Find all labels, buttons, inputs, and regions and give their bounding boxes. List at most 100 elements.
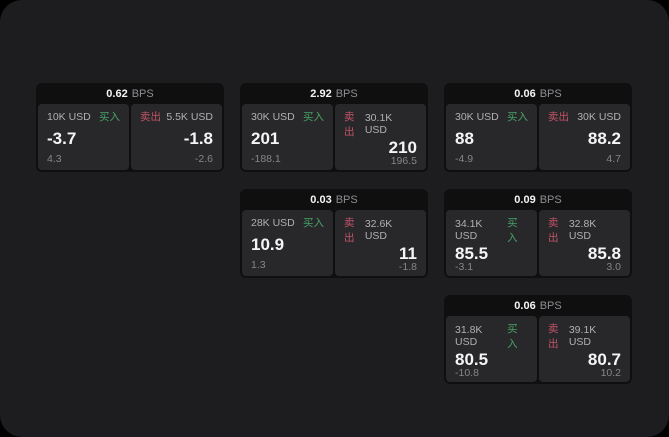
spread-value: 0.03 xyxy=(310,193,332,206)
spread-header: 0.62 BPS xyxy=(38,83,222,104)
sell-price: 11 xyxy=(399,244,417,263)
sell-sub-value: 3.0 xyxy=(606,261,621,273)
sell-amount: 30K USD xyxy=(577,110,621,123)
sell-panel[interactable]: 卖出 30.1K USD 210 196.5 xyxy=(335,104,426,170)
sell-amount: 32.6K USD xyxy=(364,218,393,242)
buy-panel-header: 30K USD 买入 xyxy=(455,109,528,124)
buy-panel[interactable]: 30K USD 买入 88 -4.9 xyxy=(446,104,537,170)
spread-header: 0.09 BPS xyxy=(446,189,630,210)
buy-price: 201 xyxy=(251,129,280,149)
spread-unit: BPS xyxy=(335,193,358,206)
sell-panel[interactable]: 卖出 5.5K USD -1.8 -2.6 xyxy=(131,104,222,170)
sell-panel-header: 卖出 5.5K USD xyxy=(140,109,213,124)
sell-price: 88.2 xyxy=(587,129,621,149)
quote-cards-grid: 0.62 BPS 10K USD 买入 -3.7 4.3 卖出 5.5K USD… xyxy=(36,83,632,384)
buy-panel[interactable]: 10K USD 买入 -3.7 4.3 xyxy=(38,104,129,170)
buy-panel[interactable]: 34.1K USD 买入 85.5 -3.1 xyxy=(446,210,537,276)
spread-unit: BPS xyxy=(539,87,562,100)
spread-value: 0.09 xyxy=(514,193,536,206)
buy-price: 85.5 xyxy=(455,244,489,263)
sell-panel[interactable]: 卖出 32.6K USD 11 -1.8 xyxy=(335,210,426,276)
buy-panel-header: 34.1K USD 买入 xyxy=(455,215,528,245)
sell-panel-header: 卖出 30.1K USD xyxy=(344,109,417,139)
spread-value: 0.06 xyxy=(514,87,536,100)
spread-unit: BPS xyxy=(335,87,358,100)
buy-sub-value: -188.1 xyxy=(251,152,281,165)
sell-tag: 卖出 xyxy=(344,111,355,138)
buy-tag: 买入 xyxy=(507,217,518,244)
sell-amount: 30.1K USD xyxy=(364,112,393,136)
buy-tag: 买入 xyxy=(99,111,120,123)
buy-amount: 30K USD xyxy=(455,110,499,123)
sell-amount: 32.8K USD xyxy=(568,218,597,242)
sell-price: 210 xyxy=(388,138,417,157)
spread-header: 2.92 BPS xyxy=(242,83,426,104)
sell-tag: 卖出 xyxy=(548,111,569,123)
buy-panel[interactable]: 31.8K USD 买入 80.5 -10.8 xyxy=(446,316,537,382)
sell-price: 80.7 xyxy=(587,350,621,369)
spread-header: 0.06 BPS xyxy=(446,83,630,104)
buy-sub-value: -10.8 xyxy=(455,367,479,379)
quote-body: 30K USD 买入 88 -4.9 卖出 30K USD 88.2 4.7 xyxy=(446,104,630,170)
buy-amount: 31.8K USD xyxy=(455,324,483,348)
quote-card: 0.06 BPS 31.8K USD 买入 80.5 -10.8 卖出 39.1… xyxy=(444,295,632,384)
buy-sub-value: 4.3 xyxy=(47,152,62,165)
sell-panel[interactable]: 卖出 30K USD 88.2 4.7 xyxy=(539,104,630,170)
quote-body: 31.8K USD 买入 80.5 -10.8 卖出 39.1K USD 80.… xyxy=(446,316,630,382)
spread-value: 0.62 xyxy=(106,87,128,100)
sell-tag: 卖出 xyxy=(548,217,559,244)
sell-panel[interactable]: 卖出 39.1K USD 80.7 10.2 xyxy=(539,316,630,382)
quote-body: 28K USD 买入 10.9 1.3 卖出 32.6K USD 11 -1.8 xyxy=(242,210,426,276)
spread-header: 0.06 BPS xyxy=(446,295,630,316)
sell-panel-header: 卖出 39.1K USD xyxy=(548,321,621,351)
buy-amount: 34.1K USD xyxy=(455,218,483,242)
buy-tag: 买入 xyxy=(507,323,518,350)
quote-card: 0.03 BPS 28K USD 买入 10.9 1.3 卖出 32.6K US… xyxy=(240,189,428,278)
spread-unit: BPS xyxy=(539,193,562,206)
sell-sub-value: -1.8 xyxy=(398,261,417,273)
sell-price: -1.8 xyxy=(183,129,213,149)
sell-price: 85.8 xyxy=(587,244,621,263)
spread-value: 2.92 xyxy=(310,87,332,100)
spread-value: 0.06 xyxy=(514,299,536,312)
spread-header: 0.03 BPS xyxy=(242,189,426,210)
quote-body: 34.1K USD 买入 85.5 -3.1 卖出 32.8K USD 85.8… xyxy=(446,210,630,276)
buy-sub-value: -4.9 xyxy=(455,152,474,165)
buy-panel-header: 31.8K USD 买入 xyxy=(455,321,528,351)
sell-amount: 5.5K USD xyxy=(166,110,213,123)
buy-tag: 买入 xyxy=(303,217,324,229)
sell-amount: 39.1K USD xyxy=(568,324,597,348)
quote-card: 0.62 BPS 10K USD 买入 -3.7 4.3 卖出 5.5K USD… xyxy=(36,83,224,172)
buy-price: 88 xyxy=(455,129,474,149)
buy-panel[interactable]: 30K USD 买入 201 -188.1 xyxy=(242,104,333,170)
quote-card: 0.09 BPS 34.1K USD 买入 85.5 -3.1 卖出 32.8K… xyxy=(444,189,632,278)
spread-unit: BPS xyxy=(131,87,154,100)
quote-body: 30K USD 买入 201 -188.1 卖出 30.1K USD 210 1… xyxy=(242,104,426,170)
sell-sub-value: 196.5 xyxy=(390,155,417,167)
sell-tag: 卖出 xyxy=(140,111,161,123)
buy-sub-value: 1.3 xyxy=(251,258,266,271)
buy-amount: 28K USD xyxy=(251,216,295,229)
sell-panel[interactable]: 卖出 32.8K USD 85.8 3.0 xyxy=(539,210,630,276)
sell-sub-value: -2.6 xyxy=(194,152,213,165)
sell-tag: 卖出 xyxy=(344,217,355,244)
spread-unit: BPS xyxy=(539,299,562,312)
sell-panel-header: 卖出 32.6K USD xyxy=(344,215,417,245)
sell-tag: 卖出 xyxy=(548,323,559,350)
sell-sub-value: 4.7 xyxy=(606,152,621,165)
buy-price: 10.9 xyxy=(251,235,285,255)
buy-tag: 买入 xyxy=(507,111,528,123)
buy-amount: 10K USD xyxy=(47,110,91,123)
buy-price: -3.7 xyxy=(47,129,77,149)
buy-sub-value: -3.1 xyxy=(455,261,474,273)
quote-card: 0.06 BPS 30K USD 买入 88 -4.9 卖出 30K USD 8… xyxy=(444,83,632,172)
buy-panel-header: 30K USD 买入 xyxy=(251,109,324,124)
quote-body: 10K USD 买入 -3.7 4.3 卖出 5.5K USD -1.8 -2.… xyxy=(38,104,222,170)
buy-panel-header: 10K USD 买入 xyxy=(47,109,120,124)
buy-panel[interactable]: 28K USD 买入 10.9 1.3 xyxy=(242,210,333,276)
buy-panel-header: 28K USD 买入 xyxy=(251,215,324,230)
buy-amount: 30K USD xyxy=(251,110,295,123)
sell-panel-header: 卖出 32.8K USD xyxy=(548,215,621,245)
sell-sub-value: 10.2 xyxy=(600,367,621,379)
